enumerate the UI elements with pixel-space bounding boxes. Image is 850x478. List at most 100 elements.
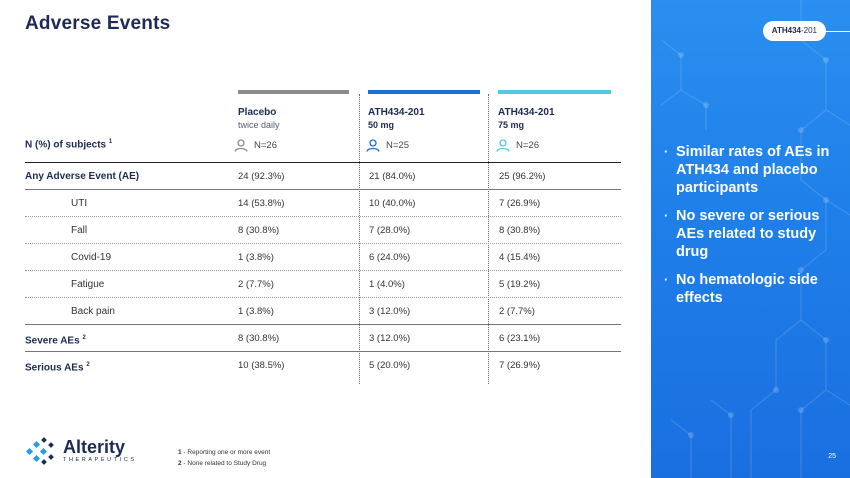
row-label: Fatigue <box>71 271 104 298</box>
bullet-text: No hematologic side effects <box>676 272 818 306</box>
column-divider <box>359 94 360 384</box>
dose75-value: 7 (26.9%) <box>499 360 541 371</box>
list-item: · Similar rates of AEs in ATH434 and pla… <box>664 143 842 197</box>
column-detail: 50 mg <box>368 120 395 130</box>
row-label-text: Fatigue <box>71 279 105 290</box>
dose75-value: 7 (26.9%) <box>499 198 541 209</box>
placebo-n: N=26 <box>234 138 277 152</box>
n-value: N=26 <box>254 139 277 151</box>
footnote-2: 2 - None related to Study Drug <box>178 460 266 467</box>
table-row: Fall 8 (30.8%) 7 (28.0%) 8 (30.8%) <box>25 217 621 244</box>
placebo-value: 14 (53.8%) <box>238 198 285 209</box>
table-row: Serious AEs 2 10 (38.5%) 5 (20.0%) 7 (26… <box>25 352 621 379</box>
list-item: · No hematologic side effects <box>664 271 842 307</box>
table-row: Severe AEs 2 8 (30.8%) 3 (12.0%) 6 (23.1… <box>25 325 621 352</box>
table-row: Covid-19 1 (3.8%) 6 (24.0%) 4 (15.4%) <box>25 244 621 271</box>
n-value: N=26 <box>516 139 539 151</box>
study-tag-bold: ATH434 <box>771 26 801 35</box>
n-value: N=25 <box>386 139 409 151</box>
dose50-value: 3 (12.0%) <box>369 333 411 344</box>
placebo-value: 24 (92.3%) <box>238 171 285 182</box>
row-label-text: Serious AEs <box>25 362 84 374</box>
row-footnote: 2 <box>82 335 86 341</box>
column-name: ATH434-201 <box>498 107 555 118</box>
page-title: Adverse Events <box>25 13 171 34</box>
placebo-value: 8 (30.8%) <box>238 225 280 236</box>
column-detail: twice daily <box>238 120 280 130</box>
page-number: 25 <box>828 453 836 460</box>
bullet-dot: · <box>664 272 669 287</box>
row-label-text: Back pain <box>71 306 115 317</box>
row-label: Covid-19 <box>71 244 111 271</box>
placebo-column-header: Placebo twice daily <box>238 106 280 132</box>
placebo-value: 2 (7.7%) <box>238 279 274 290</box>
dose75-value: 25 (96.2%) <box>499 171 546 182</box>
table-row: Fatigue 2 (7.7%) 1 (4.0%) 5 (19.2%) <box>25 271 621 298</box>
footnote-text: - Reporting one or more event <box>181 449 271 456</box>
dose50-value: 7 (28.0%) <box>369 225 411 236</box>
dose50-column-bar <box>368 90 480 94</box>
placebo-column-bar <box>238 90 349 94</box>
bullet-dot: · <box>664 144 669 159</box>
bullet-dot: · <box>664 208 669 223</box>
dose50-value: 3 (12.0%) <box>369 306 411 317</box>
row-label: UTI <box>71 190 87 217</box>
table-row: Any Adverse Event (AE) 24 (92.3%) 21 (84… <box>25 163 621 190</box>
table-row: UTI 14 (53.8%) 10 (40.0%) 7 (26.9%) <box>25 190 621 217</box>
dose50-n: N=25 <box>366 138 409 152</box>
logo-wordmark: Alterity THERAPEUTICS <box>63 438 137 464</box>
row-label-text: Severe AEs <box>25 335 80 347</box>
dose75-value: 8 (30.8%) <box>499 225 541 236</box>
placebo-value: 1 (3.8%) <box>238 306 274 317</box>
dose75-value: 4 (15.4%) <box>499 252 541 263</box>
key-findings-panel: ATH434-201 · Similar rates of AEs in ATH… <box>651 0 850 478</box>
dose75-value: 2 (7.7%) <box>499 306 535 317</box>
column-name: Placebo <box>238 107 277 118</box>
dose50-value: 10 (40.0%) <box>369 198 416 209</box>
row-label-text: Fall <box>71 225 88 236</box>
row-label: Severe AEs 2 <box>25 325 86 352</box>
n-label-text: N (%) of subjects <box>25 139 107 151</box>
dose50-column-header: ATH434-201 50 mg <box>368 106 425 132</box>
logo-subtitle: THERAPEUTICS <box>63 457 137 463</box>
row-label: Serious AEs 2 <box>25 352 90 379</box>
footnote-1: 1 - Reporting one or more event <box>178 449 270 456</box>
bullet-text: Similar rates of AEs in ATH434 and place… <box>676 144 830 196</box>
dose75-value: 5 (19.2%) <box>499 279 541 290</box>
tag-connector <box>826 31 850 32</box>
footnote-number: 2 <box>178 460 182 467</box>
n-label-footnote: 1 <box>108 139 113 145</box>
study-tag: ATH434-201 <box>762 21 826 41</box>
n-subjects-label: N (%) of subjects 1 <box>25 139 112 150</box>
dose50-value: 5 (20.0%) <box>369 360 411 371</box>
row-label-text: Any Adverse Event (AE) <box>25 171 140 182</box>
placebo-value: 10 (38.5%) <box>238 360 285 371</box>
table-top-rule <box>25 162 621 163</box>
dose75-column-bar <box>498 90 611 94</box>
person-icon <box>496 138 510 152</box>
person-icon <box>366 138 380 152</box>
dose50-value: 6 (24.0%) <box>369 252 411 263</box>
row-label: Any Adverse Event (AE) <box>25 163 139 190</box>
row-footnote: 2 <box>86 362 90 368</box>
logo-mark-icon <box>25 437 54 465</box>
dose75-column-header: ATH434-201 75 mg <box>498 106 555 132</box>
dose75-n: N=26 <box>496 138 539 152</box>
column-divider <box>488 94 489 384</box>
findings-list: · Similar rates of AEs in ATH434 and pla… <box>664 143 842 317</box>
person-icon <box>234 138 248 152</box>
list-item: · No severe or serious AEs related to st… <box>664 207 842 261</box>
footnote-number: 1 <box>178 449 182 456</box>
footnote-text: - None related to Study Drug <box>181 460 267 467</box>
column-name: ATH434-201 <box>368 107 425 118</box>
column-detail: 75 mg <box>498 120 525 130</box>
logo-name: Alterity <box>63 437 126 457</box>
network-pattern-icon <box>660 0 850 478</box>
row-label: Fall <box>71 217 87 244</box>
placebo-value: 8 (30.8%) <box>238 333 280 344</box>
study-tag-suffix: -201 <box>800 26 817 35</box>
placebo-value: 1 (3.8%) <box>238 252 274 263</box>
alterity-logo: Alterity THERAPEUTICS <box>25 437 137 465</box>
row-label-text: UTI <box>71 198 88 209</box>
dose50-value: 1 (4.0%) <box>369 279 405 290</box>
